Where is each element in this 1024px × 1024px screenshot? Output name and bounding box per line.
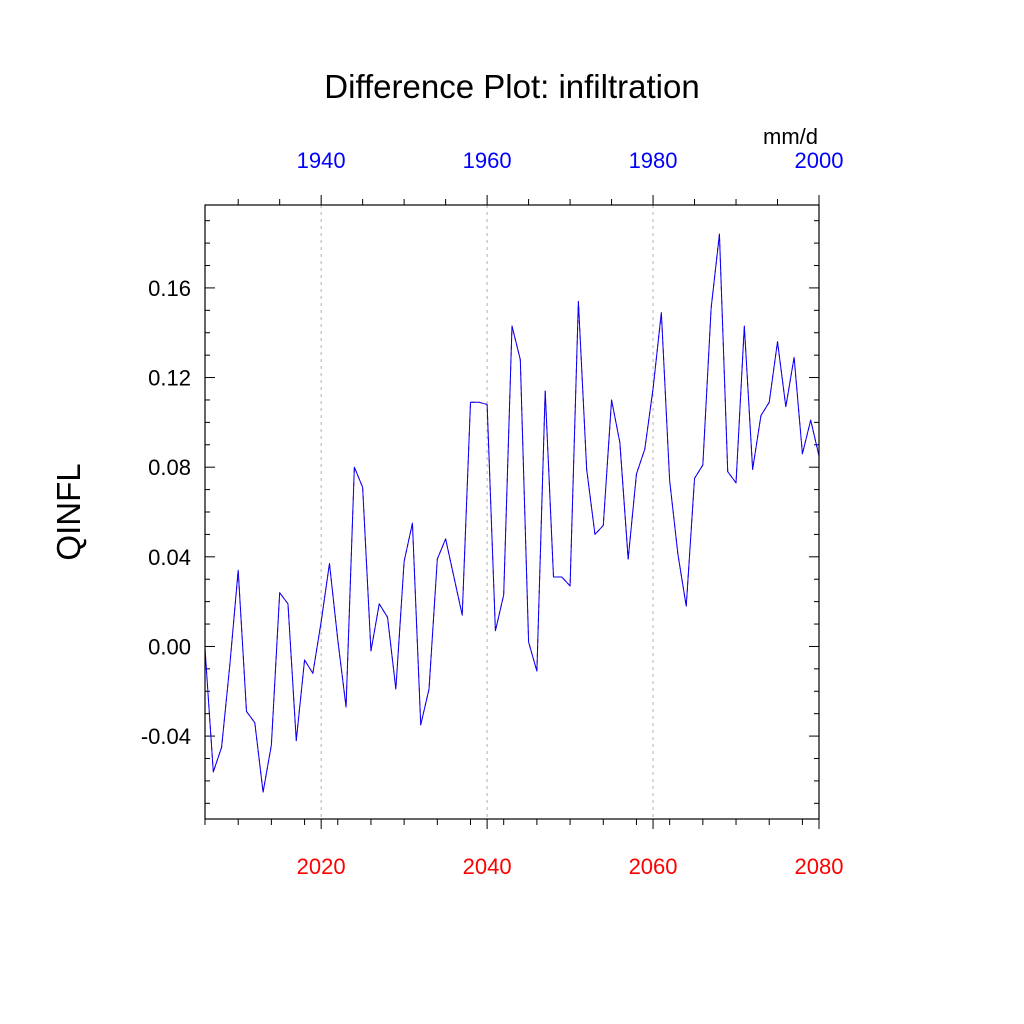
- x-top-tick-label: 1980: [629, 148, 678, 173]
- grid-layer: [320, 205, 654, 819]
- units-label: mm/d: [763, 124, 818, 149]
- axes-layer: -0.04 0.00 0.04 0.08 0.12 0.16 2020 2040 2060 208…: [141, 148, 844, 879]
- chart-title: Difference Plot: infiltration: [324, 68, 699, 105]
- series-layer: [204, 233, 820, 793]
- series-line-red-dashed: [204, 233, 820, 793]
- x-bottom-tick-label: 2060: [629, 854, 678, 879]
- x-bottom-tick-label: 2020: [297, 854, 346, 879]
- x-top-tick-label: 2000: [795, 148, 844, 173]
- y-tick-label: 0.00: [148, 634, 191, 659]
- series-line-blue: [204, 233, 820, 793]
- x-top-tick-label: 1940: [297, 148, 346, 173]
- x-top-tick-label: 1960: [463, 148, 512, 173]
- y-tick-label: -0.04: [141, 724, 191, 749]
- y-tick-label: 0.04: [148, 545, 191, 570]
- y-axis-label: QINFL: [50, 463, 87, 560]
- plot-frame-layer: [204, 204, 820, 820]
- y-tick-label: 0.08: [148, 455, 191, 480]
- plot-frame: [204, 204, 820, 820]
- x-bottom-tick-label: 2040: [463, 854, 512, 879]
- y-tick-label: 0.16: [148, 276, 191, 301]
- x-bottom-tick-label: 2080: [795, 854, 844, 879]
- y-tick-label: 0.12: [148, 366, 191, 391]
